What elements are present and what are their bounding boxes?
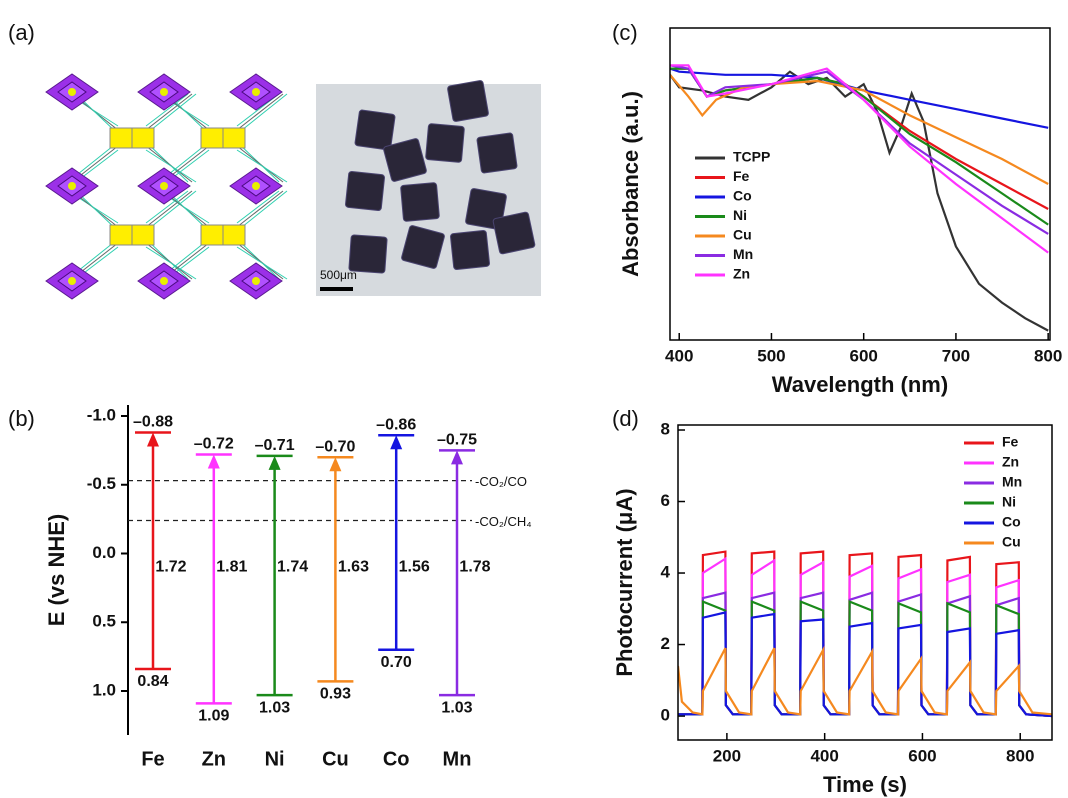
cb-label: –0.71 (255, 437, 295, 454)
arrow-head (269, 456, 281, 470)
crystal (425, 123, 464, 162)
x-tick-label: 600 (850, 346, 878, 365)
y-tick-label: 1.0 (92, 680, 116, 699)
vb-label: 1.03 (259, 699, 290, 716)
figure: (a) 500μm (b) -1.0 -0.5 0.0 0.5 1.0 E (vs NHE)… (0, 0, 1068, 798)
legend-label: Mn (733, 246, 753, 262)
x-tick-label: 600 (908, 746, 936, 765)
legend-label: Ni (733, 207, 747, 223)
arrow-head (390, 435, 402, 449)
cb-label: –0.70 (315, 438, 355, 455)
crystal (447, 80, 489, 122)
metal-center (68, 277, 76, 285)
legend-label: Cu (1002, 534, 1021, 550)
metal-center (160, 182, 168, 190)
crystal (355, 110, 396, 151)
x-axis-label: Wavelength (nm) (772, 372, 948, 397)
legend-label: TCPP (733, 149, 770, 165)
vb-label: 0.70 (381, 654, 412, 671)
crystal (477, 133, 518, 174)
vb-label: 1.03 (441, 699, 472, 716)
cb-label: –0.72 (194, 436, 234, 453)
panel-label: (b) (8, 406, 35, 431)
category-label: Zn (202, 748, 226, 770)
y-tick-label: 4 (661, 563, 671, 582)
legend-label: Co (733, 188, 752, 204)
y-tick-label: 0.0 (92, 543, 116, 562)
scale-bar-label: 500μm (320, 268, 357, 282)
crystal (450, 230, 490, 270)
metal-center (160, 277, 168, 285)
x-tick-label: 500 (757, 346, 785, 365)
x-tick-label: 800 (1034, 346, 1062, 365)
arrow-head (329, 457, 341, 471)
category-label: Mn (443, 748, 472, 770)
x-tick-label: 700 (942, 346, 970, 365)
category-label: Cu (322, 748, 349, 770)
crystal-structure (46, 74, 287, 299)
legend-label: Zn (733, 266, 750, 282)
panel-label: (d) (612, 406, 639, 431)
band-gap-label: 1.78 (459, 558, 490, 575)
legend-label: Fe (733, 168, 750, 184)
arrow-head (208, 455, 220, 469)
legend-label: Ni (1002, 494, 1016, 510)
x-tick-label: 400 (665, 346, 693, 365)
category-label: Fe (141, 748, 164, 770)
arrow-head (147, 433, 159, 447)
cb-label: –0.86 (376, 416, 416, 433)
category-label: Ni (265, 748, 285, 770)
metal-center (68, 88, 76, 96)
legend-label: Mn (1002, 474, 1022, 490)
category-label: Co (383, 748, 410, 770)
crystal (400, 182, 439, 221)
band-gap-label: 1.72 (155, 558, 186, 575)
panel-label: (c) (612, 20, 638, 45)
data-line (670, 69, 1048, 225)
legend-label: Fe (1002, 434, 1019, 450)
cb-label: –0.75 (437, 432, 477, 449)
y-tick-label: 6 (661, 491, 670, 510)
panel-label: (a) (8, 20, 35, 45)
band-gap-label: 1.56 (399, 558, 430, 575)
vb-label: 1.09 (198, 708, 229, 725)
x-tick-label: 400 (810, 746, 838, 765)
y-tick-label: 8 (661, 419, 670, 438)
metal-center (160, 88, 168, 96)
legend-label: Co (1002, 514, 1021, 530)
crystal (345, 171, 385, 211)
data-line (670, 69, 1048, 128)
band-gap-label: 1.81 (216, 558, 247, 575)
y-axis-label: Photocurrent (μA) (612, 488, 637, 676)
legend-label: Zn (1002, 454, 1019, 470)
legend-label: Cu (733, 227, 752, 243)
crystal (493, 212, 536, 255)
cb-label: –0.88 (133, 414, 173, 431)
x-axis-label: Time (s) (823, 772, 907, 797)
y-tick-label: 2 (661, 634, 670, 653)
x-tick-label: 200 (713, 746, 741, 765)
metal-center (252, 277, 260, 285)
y-tick-label: 0.5 (92, 612, 116, 631)
y-tick-label: 0 (661, 706, 670, 725)
y-axis-label: Absorbance (a.u.) (618, 91, 643, 277)
y-axis-label: E (vs NHE) (44, 514, 69, 626)
metal-center (68, 182, 76, 190)
reference-label: -CO₂/CH₄ (475, 514, 532, 529)
x-tick-label: 800 (1006, 746, 1034, 765)
band-gap-label: 1.63 (338, 558, 369, 575)
y-tick-label: -0.5 (87, 474, 116, 493)
data-line (670, 72, 1048, 331)
vb-label: 0.84 (137, 673, 168, 690)
y-tick-label: -1.0 (87, 405, 116, 424)
arrow-head (451, 450, 463, 464)
metal-center (252, 88, 260, 96)
vb-label: 0.93 (320, 686, 351, 703)
metal-center (252, 182, 260, 190)
band-gap-label: 1.74 (277, 558, 308, 575)
reference-label: -CO₂/CO (475, 474, 527, 489)
